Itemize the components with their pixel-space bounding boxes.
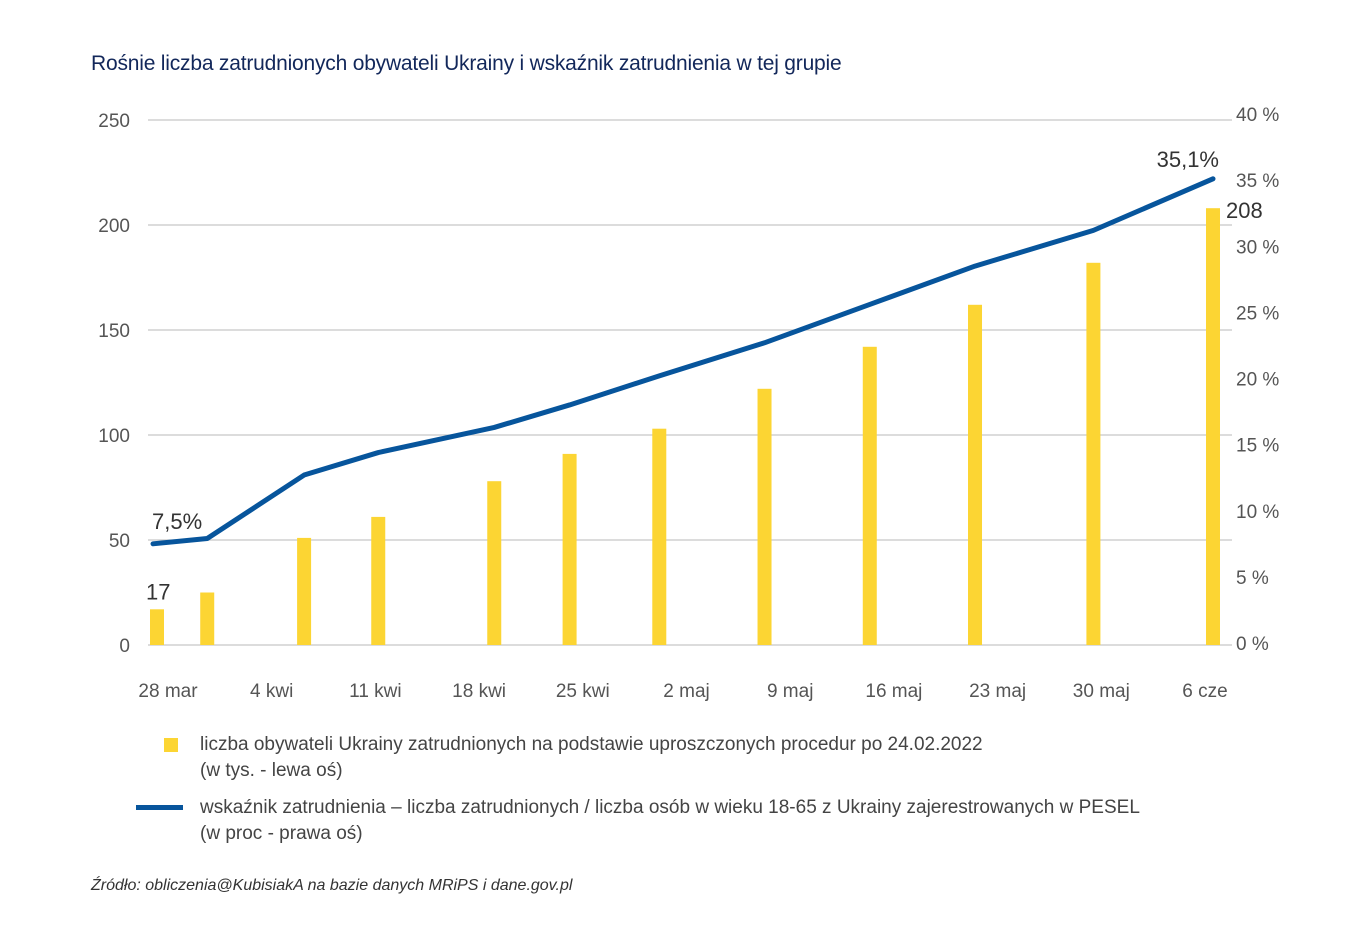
x-tick-label: 16 maj bbox=[865, 681, 922, 702]
x-tick-label: 30 maj bbox=[1073, 681, 1130, 702]
bar bbox=[1206, 208, 1220, 645]
legend-line-label: wskaźnik zatrudnienia – liczba zatrudnio… bbox=[200, 797, 1140, 818]
data-label: 17 bbox=[146, 579, 170, 604]
data-labels: 17 208 7,5% 35,1% bbox=[146, 147, 1263, 604]
bar bbox=[968, 304, 983, 645]
legend-item-bars: liczba obywateli Ukrainy zatrudnionych n… bbox=[136, 732, 983, 784]
data-label: 35,1% bbox=[1157, 147, 1219, 172]
bar bbox=[757, 388, 772, 645]
line-path bbox=[150, 176, 1216, 547]
x-axis: 28 mar 4 kwi 11 kwi 18 kwi 25 kwi 2 maj 9 maj 1… bbox=[138, 681, 1227, 702]
x-tick-label: 4 kwi bbox=[250, 681, 293, 702]
x-tick-label: 18 kwi bbox=[452, 681, 506, 702]
data-label: 7,5% bbox=[152, 509, 202, 534]
y-axis-left: 0 50 100 150 200 250 bbox=[98, 111, 130, 657]
bar bbox=[652, 428, 667, 645]
gridlines bbox=[148, 119, 1232, 646]
bar bbox=[562, 453, 577, 645]
y-right-tick-label: 35 % bbox=[1236, 171, 1279, 192]
x-tick-label: 11 kwi bbox=[349, 681, 401, 702]
y-left-tick-label: 100 bbox=[98, 426, 130, 447]
data-label: 208 bbox=[1226, 198, 1263, 223]
y-right-tick-label: 5 % bbox=[1236, 568, 1269, 589]
chart-title: Rośnie liczba zatrudnionych obywateli Uk… bbox=[91, 52, 842, 75]
legend-line-swatch bbox=[136, 805, 183, 810]
y-left-tick-label: 200 bbox=[98, 216, 130, 237]
legend-bars-label: liczba obywateli Ukrainy zatrudnionych n… bbox=[200, 734, 983, 755]
x-tick-label: 25 kwi bbox=[556, 681, 610, 702]
y-right-tick-label: 25 % bbox=[1236, 303, 1279, 324]
bar bbox=[1086, 262, 1101, 645]
x-tick-label: 28 mar bbox=[138, 681, 198, 702]
y-right-tick-label: 30 % bbox=[1236, 237, 1279, 258]
y-left-tick-label: 250 bbox=[98, 111, 130, 132]
x-tick-label: 6 cze bbox=[1182, 681, 1227, 702]
bar-series bbox=[150, 208, 1220, 645]
bar bbox=[200, 592, 215, 645]
x-tick-label: 2 maj bbox=[663, 681, 709, 702]
y-left-tick-label: 50 bbox=[109, 531, 130, 552]
legend-bars-sublabel: (w tys. - lewa oś) bbox=[200, 760, 343, 781]
chart-plot: 0 50 100 150 200 250 0 % 5 % 10 % 15 % 20 % 25 % 30… bbox=[98, 105, 1279, 702]
bar bbox=[862, 346, 877, 645]
bar bbox=[371, 516, 386, 645]
x-tick-label: 23 maj bbox=[969, 681, 1026, 702]
source-note: Źródło: obliczenia@KubisiakA na bazie da… bbox=[91, 877, 573, 894]
legend-item-line: wskaźnik zatrudnienia – liczba zatrudnio… bbox=[136, 795, 1140, 847]
y-right-tick-label: 15 % bbox=[1236, 436, 1279, 457]
bar bbox=[150, 609, 164, 645]
legend-line-sublabel: (w proc - prawa oś) bbox=[200, 823, 363, 844]
y-axis-right: 0 % 5 % 10 % 15 % 20 % 25 % 30 % 35 % 40 % bbox=[1236, 105, 1279, 655]
y-right-tick-label: 40 % bbox=[1236, 105, 1279, 126]
line-series bbox=[150, 176, 1216, 547]
y-left-tick-label: 150 bbox=[98, 321, 130, 342]
bar bbox=[487, 481, 502, 645]
y-right-tick-label: 20 % bbox=[1236, 370, 1279, 391]
y-right-tick-label: 10 % bbox=[1236, 502, 1279, 523]
legend-bar-swatch bbox=[164, 738, 178, 752]
y-left-tick-label: 0 bbox=[119, 636, 130, 657]
x-tick-label: 9 maj bbox=[767, 681, 813, 702]
bar bbox=[297, 537, 312, 645]
y-right-tick-label: 0 % bbox=[1236, 634, 1269, 655]
